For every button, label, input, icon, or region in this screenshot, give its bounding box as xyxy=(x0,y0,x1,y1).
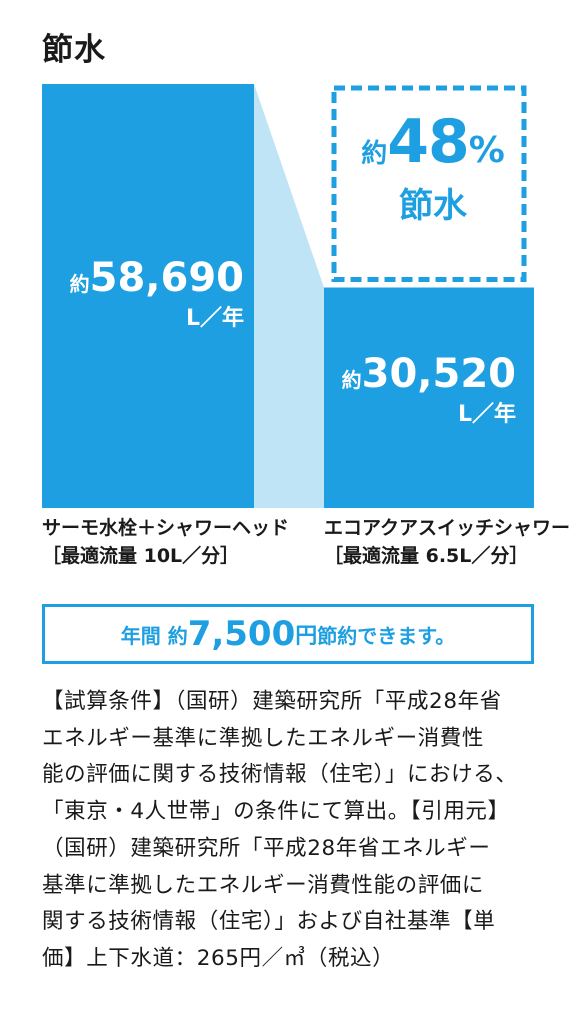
note-line: 基準に準拠したエネルギー消費性能の評価に xyxy=(42,872,485,898)
page-title: 節水 xyxy=(42,32,106,68)
saving-prefix: 約 xyxy=(361,139,388,169)
bar-chart xyxy=(42,84,534,508)
note-line: 関する技術情報（住宅）」および自社基準【単 xyxy=(42,909,496,935)
note-line: 「東京・4人世帯」の条件にて算出。【引用元】 xyxy=(42,799,510,825)
saving-label: 節水 xyxy=(399,186,467,226)
saving-percent-sign: % xyxy=(468,130,505,171)
saving-percent: 48 xyxy=(387,107,469,177)
annual-savings-banner: 年間 約 7,500 円 節約できます。 xyxy=(42,604,534,664)
note-line: エネルギー基準に準拠したエネルギー消費性 xyxy=(42,725,485,751)
category-label-conventional: サーモ水栓＋シャワーヘッド ［最適流量 10L／分］ xyxy=(42,517,290,567)
note-line: 価】上下水道：265円／㎥（税込） xyxy=(42,945,395,971)
calculation-conditions-note: 【試算条件】（国研）建築研究所「平成28年省 エネルギー基準に準拠したエネルギー消… xyxy=(42,684,542,978)
bar-conventional xyxy=(42,84,254,508)
reduction-connector xyxy=(254,84,324,508)
bar-value-label-eco: 約30,520 L／年 xyxy=(341,350,516,427)
note-line: 能の評価に関する技術情報（住宅）」における、 xyxy=(42,762,518,788)
saving-callout: 約48% 節水 xyxy=(334,92,532,268)
bar-eco-aqua-switch xyxy=(324,287,534,508)
category-label-eco: エコアクアスイッチシャワー ［最適流量 6.5L／分］ xyxy=(324,517,571,567)
note-line: （国研）建築研究所「平成28年省エネルギー xyxy=(42,835,491,861)
bar-value-label-conventional: 約58,690 L／年 xyxy=(69,254,244,331)
note-line: 【試算条件】（国研）建築研究所「平成28年省 xyxy=(42,689,502,714)
saving-box xyxy=(331,85,527,283)
